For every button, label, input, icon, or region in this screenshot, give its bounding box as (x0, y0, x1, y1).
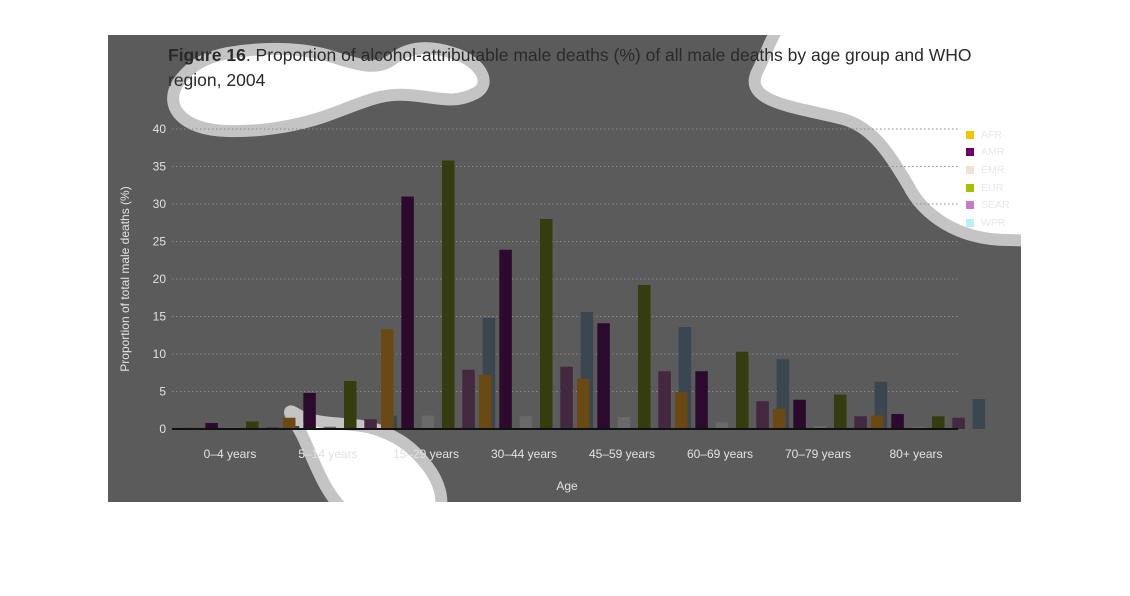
x-tick-label: 15–29 years (393, 447, 459, 461)
bar-afr (675, 392, 688, 429)
x-axis-ticks: 0–4 years 5–14 years 15–29 years 30–44 year… (204, 447, 943, 461)
overlay-blob-right (748, 35, 1021, 247)
y-tick-label: 25 (153, 235, 167, 249)
legend-item-eur: EUR (966, 179, 1010, 197)
bar-amr (499, 249, 512, 429)
bar-emr (323, 426, 337, 429)
bar-emr (911, 426, 925, 429)
bar-eur (246, 421, 259, 429)
legend-label: AFR (981, 128, 1002, 141)
legend-swatch (966, 201, 974, 210)
bar-eur (638, 285, 651, 429)
bar-emr (813, 426, 827, 429)
bar-emr (421, 415, 435, 429)
legend-swatch (966, 183, 974, 192)
bar-afr (283, 417, 296, 429)
bar-eur (540, 219, 553, 429)
bar-sear (756, 401, 769, 429)
bar-eur (344, 381, 357, 429)
legend: AFR AMR EMR EUR SEAR WPR (966, 126, 1010, 232)
legend-item-afr: AFR (966, 126, 1010, 144)
x-tick-label: 0–4 years (204, 447, 257, 461)
bar-amr (695, 371, 708, 429)
bar-sear (462, 369, 475, 429)
y-tick-label: 10 (153, 347, 167, 361)
bar-afr (773, 408, 786, 429)
bar-eur (834, 394, 847, 429)
x-tick-label: 45–59 years (589, 447, 655, 461)
bar-sear (854, 416, 867, 429)
bar-sear (952, 417, 965, 429)
legend-label: SEAR (981, 199, 1010, 212)
legend-item-emr: EMR (966, 161, 1010, 179)
overlay-blobs (167, 35, 1021, 502)
bar-wpr (972, 399, 986, 429)
bar-amr (303, 393, 316, 429)
y-axis-ticks: 0 5 10 15 20 25 30 35 40 (153, 122, 167, 436)
y-tick-label: 40 (153, 122, 167, 136)
bars (185, 160, 986, 429)
y-tick-label: 30 (153, 197, 167, 211)
legend-swatch (966, 130, 974, 139)
bar-emr (519, 416, 533, 429)
bar-amr (401, 196, 414, 429)
bar-amr (793, 399, 806, 429)
bar-emr (715, 422, 729, 429)
bar-afr (381, 329, 394, 429)
bar-eur (932, 416, 945, 429)
bar-sear (560, 366, 573, 429)
legend-label: EUR (981, 181, 1004, 194)
grid-lines (172, 128, 958, 392)
chart-panel: Figure 16. Proportion of alcohol-attribu… (108, 35, 1021, 502)
bar-amr (891, 414, 904, 429)
bar-chart: 0 5 10 15 20 25 30 35 40 0–4 years 5–14 years 15–2… (118, 122, 986, 493)
legend-item-wpr: WPR (966, 214, 1010, 232)
legend-swatch (966, 148, 974, 157)
y-tick-label: 5 (159, 385, 166, 399)
x-axis-label: Age (556, 479, 578, 493)
bar-sear (658, 371, 671, 429)
bar-eur (736, 351, 749, 429)
legend-swatch (966, 165, 974, 174)
bar-sear (364, 419, 377, 429)
chart-title: Figure 16. Proportion of alcohol-attribu… (168, 43, 988, 93)
legend-label: AMR (981, 146, 1005, 159)
bar-afr (871, 415, 884, 429)
y-tick-label: 20 (153, 272, 167, 286)
legend-label: EMR (981, 163, 1005, 176)
legend-swatch (966, 218, 974, 227)
y-tick-label: 0 (159, 422, 166, 436)
x-tick-label: 30–44 years (491, 447, 557, 461)
figure-caption: . Proportion of alcohol-attributable mal… (168, 45, 972, 90)
legend-label: WPR (981, 216, 1006, 229)
figure-label: Figure 16 (168, 45, 246, 65)
bar-emr (617, 417, 631, 429)
bar-afr (577, 378, 590, 429)
overlay-blob-left (167, 42, 490, 138)
bar-amr (597, 323, 610, 429)
bar-eur (442, 160, 455, 429)
bar-afr (479, 375, 492, 429)
x-tick-label: 80+ years (889, 447, 942, 461)
x-tick-label: 60–69 years (687, 447, 753, 461)
x-tick-label: 70–79 years (785, 447, 851, 461)
legend-item-sear: SEAR (966, 196, 1010, 214)
legend-item-amr: AMR (966, 144, 1010, 162)
x-tick-label: 5–14 years (298, 447, 357, 461)
bar-amr (205, 423, 218, 429)
y-tick-label: 15 (153, 310, 167, 324)
y-tick-label: 35 (153, 160, 167, 174)
y-axis-label: Proportion of total male deaths (%) (118, 186, 132, 371)
